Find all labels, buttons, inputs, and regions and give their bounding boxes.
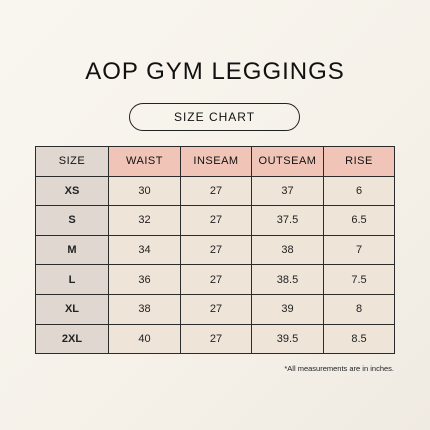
waist-cell: 36 <box>108 264 181 295</box>
outseam-cell: 37.5 <box>251 205 324 236</box>
size-chart-table: SIZE WAIST INSEAM OUTSEAM RISE XS 30 27 … <box>35 146 395 355</box>
size-cell: S <box>35 205 109 236</box>
header-outseam: OUTSEAM <box>251 146 324 177</box>
rise-cell: 6 <box>323 175 395 207</box>
waist-cell: 40 <box>108 323 181 355</box>
measurement-footnote: *All measurements are in inches. <box>284 364 394 373</box>
rise-cell: 7.5 <box>323 264 395 295</box>
inseam-cell: 27 <box>180 293 252 325</box>
size-cell: XL <box>35 293 109 325</box>
rise-cell: 8 <box>323 293 395 325</box>
outseam-cell: 39 <box>251 293 324 325</box>
waist-cell: 34 <box>108 234 181 266</box>
inseam-cell: 27 <box>180 234 252 266</box>
table-row: M 34 27 38 7 <box>35 234 395 266</box>
table-row: XS 30 27 37 6 <box>35 175 395 207</box>
outseam-cell: 38 <box>251 234 324 266</box>
outseam-cell: 39.5 <box>251 323 324 355</box>
header-inseam: INSEAM <box>180 146 252 177</box>
size-chart-label: SIZE CHART <box>129 103 300 131</box>
size-cell: XS <box>35 175 109 207</box>
table-row: L 36 27 38.5 7.5 <box>35 264 395 295</box>
table-row: XL 38 27 39 8 <box>35 293 395 325</box>
header-size: SIZE <box>35 146 109 177</box>
rise-cell: 8.5 <box>323 323 395 355</box>
waist-cell: 38 <box>108 293 181 325</box>
size-cell: L <box>35 264 109 295</box>
outseam-cell: 37 <box>251 175 324 207</box>
table-header-row: SIZE WAIST INSEAM OUTSEAM RISE <box>35 146 395 177</box>
inseam-cell: 27 <box>180 264 252 295</box>
inseam-cell: 27 <box>180 205 252 236</box>
waist-cell: 32 <box>108 205 181 236</box>
table-row: 2XL 40 27 39.5 8.5 <box>35 323 395 355</box>
inseam-cell: 27 <box>180 175 252 207</box>
rise-cell: 7 <box>323 234 395 266</box>
table-row: S 32 27 37.5 6.5 <box>35 205 395 236</box>
size-cell: 2XL <box>35 323 109 355</box>
page-title: AOP GYM LEGGINGS <box>85 58 345 85</box>
inseam-cell: 27 <box>180 323 252 355</box>
waist-cell: 30 <box>108 175 181 207</box>
size-cell: M <box>35 234 109 266</box>
rise-cell: 6.5 <box>323 205 395 236</box>
outseam-cell: 38.5 <box>251 264 324 295</box>
header-rise: RISE <box>323 146 395 177</box>
header-waist: WAIST <box>108 146 181 177</box>
